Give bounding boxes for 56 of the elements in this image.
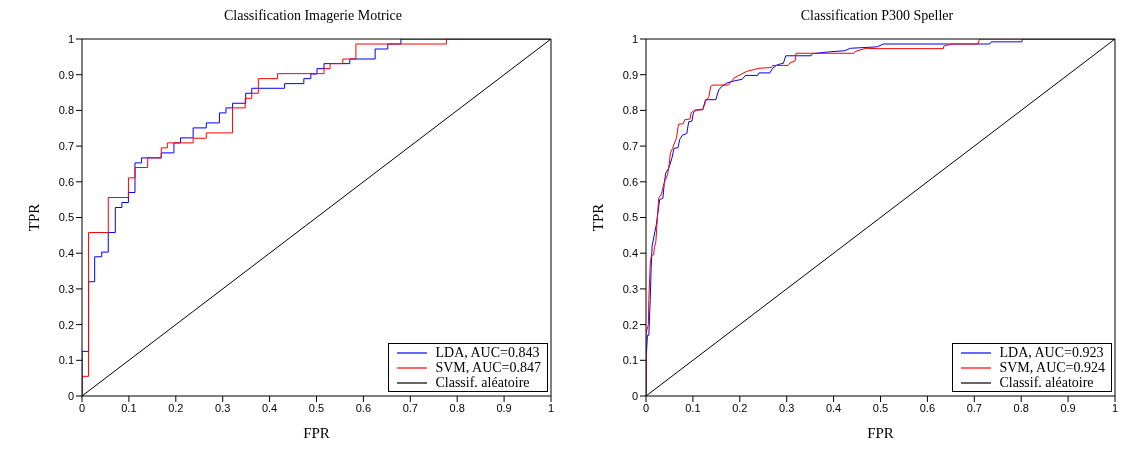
x-tick-label: 0.5	[872, 401, 889, 414]
x-tick-label: 0.1	[121, 401, 137, 414]
x-tick-label: 0.6	[919, 401, 936, 414]
legend-label: SVM, AUC=0.924	[999, 360, 1105, 375]
chart-title: Classification P300 Speller	[799, 8, 955, 25]
legend-label: Classif. aléatoire	[999, 375, 1094, 390]
x-axis-title: FPR	[303, 425, 330, 441]
y-tick-label: 0.3	[58, 282, 74, 295]
y-tick-label: 0.9	[58, 68, 74, 81]
y-tick-label: 0.7	[58, 140, 74, 153]
y-tick-label: 1	[67, 32, 74, 45]
x-tick-label: 0.5	[308, 401, 325, 414]
y-tick-label: 0.1	[58, 354, 74, 367]
legend-label: Classif. aléatoire	[435, 375, 530, 390]
y-tick-label: 0.9	[622, 68, 638, 81]
x-tick-label: 0.2	[732, 401, 748, 414]
x-tick-label: 0.4	[825, 401, 842, 414]
x-tick-label: 0.8	[449, 401, 465, 414]
legend-label: LDA, AUC=0.843	[435, 345, 540, 360]
y-axis-title: TPR	[26, 203, 43, 232]
x-tick-label: 0.7	[402, 401, 418, 414]
x-tick-label: 0.4	[261, 401, 278, 414]
y-tick-label: 0.6	[622, 175, 638, 188]
legend-label: SVM, AUC=0.847	[435, 360, 541, 375]
y-tick-label: 0.1	[622, 354, 638, 367]
y-tick-label: 0.4	[58, 247, 74, 260]
legend-label: LDA, AUC=0.923	[999, 345, 1104, 360]
x-tick-label: 0	[642, 401, 650, 414]
x-tick-label: 0.3	[215, 401, 231, 414]
x-tick-label: 0.7	[966, 401, 982, 414]
y-tick-label: 0.3	[622, 282, 638, 295]
x-axis-title: FPR	[867, 425, 894, 441]
chart-title: Classification Imagerie Motrice	[222, 8, 404, 25]
x-tick-label: 1	[547, 401, 555, 414]
y-axis-title: TPR	[590, 203, 607, 232]
y-tick-label: 0	[631, 389, 638, 402]
x-tick-label: 0.8	[1013, 401, 1029, 414]
x-tick-label: 0	[78, 401, 86, 414]
x-tick-label: 0.9	[496, 401, 512, 414]
y-tick-label: 0.8	[58, 104, 74, 117]
y-tick-label: 0.4	[622, 247, 638, 260]
x-tick-label: 1	[1111, 401, 1119, 414]
x-tick-label: 0.2	[168, 401, 184, 414]
y-tick-label: 0.5	[58, 211, 74, 224]
y-tick-label: 0.2	[622, 318, 638, 331]
y-tick-label: 0.7	[622, 140, 638, 153]
y-tick-label: 1	[631, 32, 638, 45]
y-tick-label: 0.5	[622, 211, 638, 224]
x-tick-label: 0.9	[1060, 401, 1076, 414]
x-tick-label: 0.6	[355, 401, 372, 414]
x-tick-label: 0.3	[779, 401, 795, 414]
y-tick-label: 0	[67, 389, 74, 402]
y-tick-label: 0.8	[622, 104, 638, 117]
y-tick-label: 0.6	[58, 175, 74, 188]
x-tick-label: 0.1	[685, 401, 701, 414]
y-tick-label: 0.2	[58, 318, 74, 331]
